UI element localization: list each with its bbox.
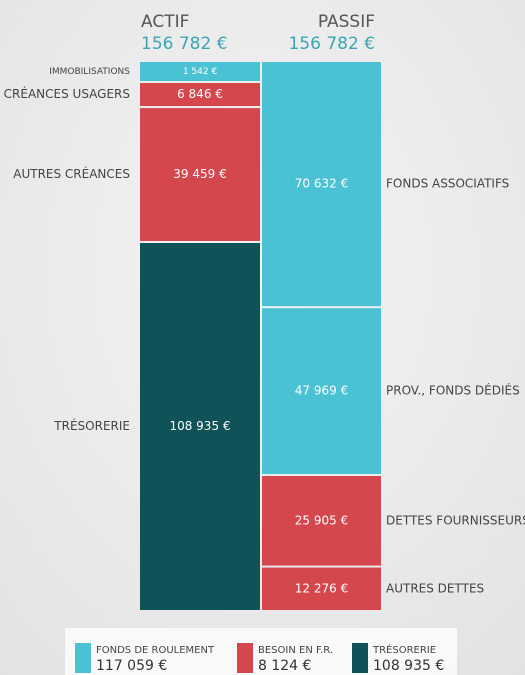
segment	[140, 62, 260, 81]
segment	[262, 308, 381, 475]
value-label: 108 935 €	[169, 419, 230, 433]
legend-value: 117 059 €	[96, 658, 167, 674]
legend-swatch	[75, 643, 91, 673]
column-total: 156 782 €	[288, 34, 375, 54]
value-label: 70 632 €	[295, 177, 348, 191]
segment	[140, 108, 260, 242]
segment-label: IMMOBILISATIONS	[49, 67, 130, 77]
segment-label: DETTES FOURNISSEURS	[386, 513, 525, 527]
legend-label: TRÉSORERIE	[372, 643, 436, 656]
value-label: 6 846 €	[177, 87, 223, 101]
legend-swatch	[237, 643, 253, 673]
segment	[262, 62, 381, 307]
column-total: 156 782 €	[141, 34, 228, 54]
legend-label: BESOIN EN F.R.	[258, 645, 333, 656]
segment-label: TRÉSORERIE	[53, 418, 130, 433]
segment-label: PROV., FONDS DÉDIÉS	[386, 383, 520, 398]
legend-value: 108 935 €	[373, 658, 444, 674]
segment-label: FONDS ASSOCIATIFS	[386, 177, 509, 191]
legend-swatch	[352, 643, 368, 673]
segment	[140, 243, 260, 610]
segment	[262, 476, 381, 566]
legend-label: FONDS DE ROULEMENT	[96, 645, 215, 656]
segment	[262, 567, 381, 610]
segment-label: AUTRES CRÉANCES	[13, 166, 130, 181]
legend-value: 8 124 €	[258, 658, 311, 674]
column-title: PASSIF	[318, 12, 375, 32]
legend-box	[65, 628, 457, 675]
column-title: ACTIF	[141, 12, 189, 32]
segment	[140, 83, 260, 107]
segment-label: CRÉANCES USAGERS	[4, 86, 130, 101]
value-label: 47 969 €	[295, 384, 348, 398]
segment-label: AUTRES DETTES	[386, 581, 484, 595]
value-label: 39 459 €	[173, 167, 226, 181]
value-label: 12 276 €	[295, 581, 348, 595]
value-label: 1 542 €	[183, 67, 218, 77]
value-label: 25 905 €	[295, 513, 348, 527]
